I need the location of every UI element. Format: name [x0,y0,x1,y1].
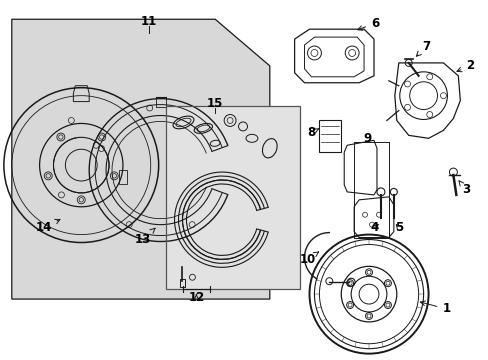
Bar [119,170,127,184]
Text: 15: 15 [206,97,223,110]
Text: 9: 9 [362,132,370,145]
Text: 5: 5 [394,221,402,234]
Text: 4: 4 [370,221,378,234]
Text: 3: 3 [458,181,469,197]
Bar [165,105,299,289]
Bar [319,121,341,152]
Polygon shape [12,19,269,299]
Text: 10: 10 [299,252,318,266]
Text: 6: 6 [357,17,378,30]
Bar [165,105,299,289]
Text: 2: 2 [456,59,473,72]
Text: 12: 12 [188,291,204,303]
Bar [179,279,185,287]
Text: 1: 1 [420,301,449,315]
Text: 13: 13 [134,228,155,246]
Text: 11: 11 [141,15,157,28]
Text: 14: 14 [35,220,60,234]
Text: 8: 8 [307,126,318,139]
Text: 7: 7 [416,40,430,56]
